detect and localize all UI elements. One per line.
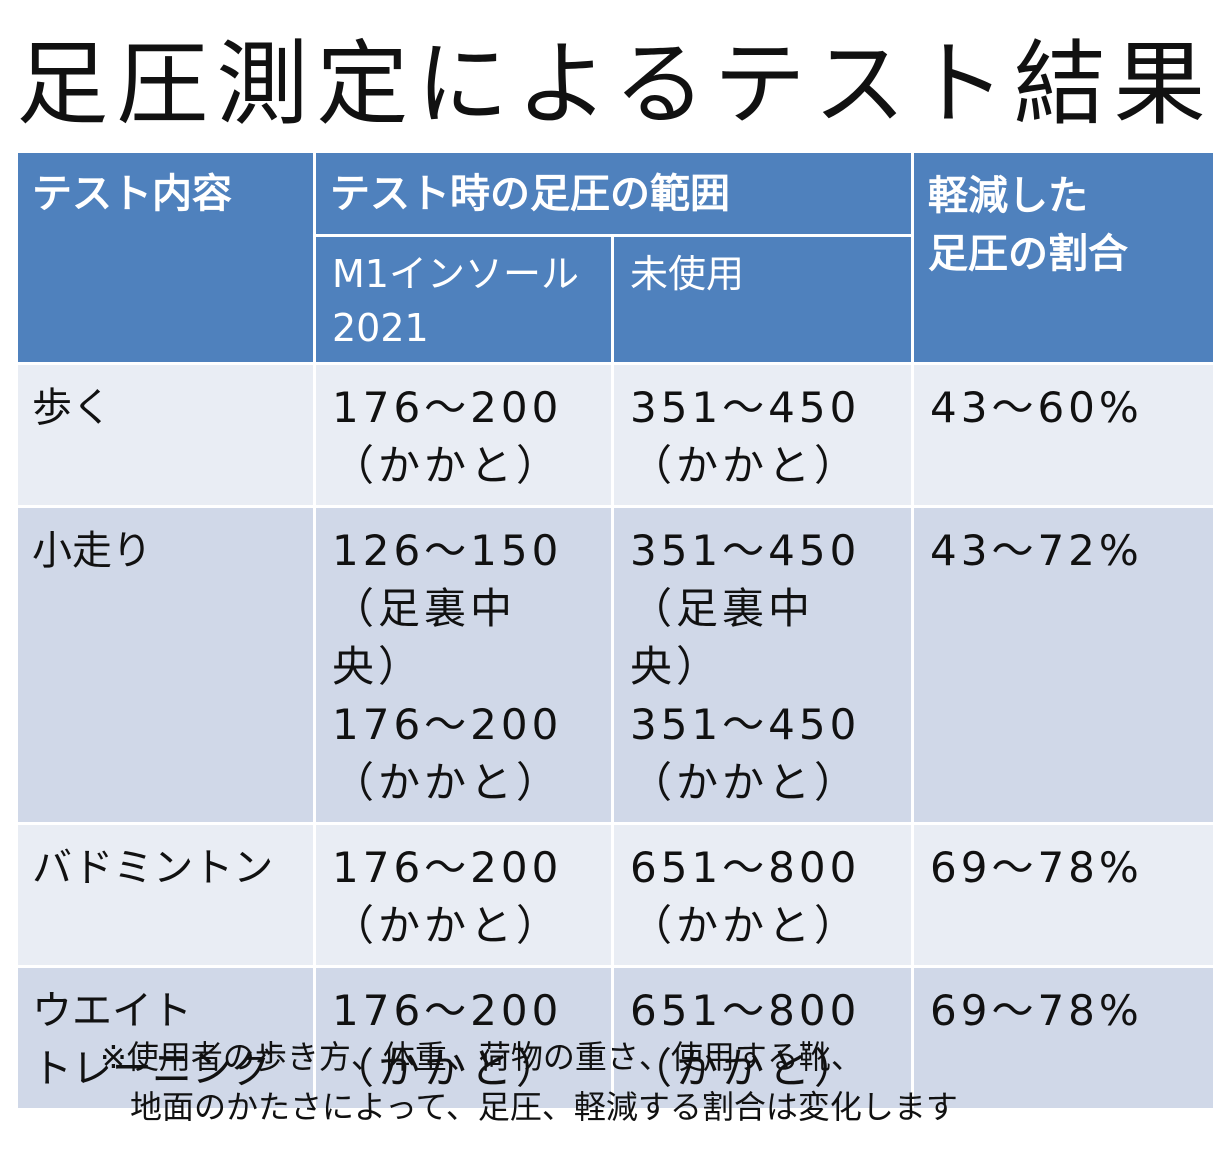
- table-row-badminton: バドミントン 176～200 （かかと） 651～800 （かかと） 69～78…: [15, 822, 1216, 968]
- cell-unused: 651～800 （かかと）: [611, 965, 914, 1111]
- cell-reduction: 43～60%: [911, 362, 1216, 508]
- cell-insole: 176～200 （かかと）: [313, 362, 614, 508]
- header-pressure-range-label: テスト時の足圧の範囲: [330, 171, 730, 217]
- cell-insole: 126～150 （足裏中央） 176～200 （かかと）: [313, 505, 614, 825]
- results-table: テスト内容 テスト時の足圧の範囲 軽減した 足圧の割合 M1インソール 2021…: [15, 150, 1216, 1111]
- header-test-type: テスト内容: [15, 150, 316, 365]
- footnote-line-2: 地面のかたさによって、足圧、軽減する割合は変化します: [130, 1088, 958, 1126]
- header-insole-label: M1インソール 2021: [332, 252, 579, 350]
- cell-test: 小走り: [15, 505, 316, 825]
- cell-insole: 176～200 （かかと）: [313, 965, 614, 1111]
- cell-reduction: 43～72%: [911, 505, 1216, 825]
- header-unused: 未使用: [611, 234, 914, 365]
- footnote-line-1: ※使用者の歩き方、体重、荷物の重さ、使用する靴、: [100, 1038, 863, 1076]
- cell-reduction: 69～78%: [911, 822, 1216, 968]
- header-test-type-label: テスト内容: [32, 171, 232, 217]
- cell-test: ウエイト トレーニング: [15, 965, 316, 1111]
- header-row-top: テスト内容 テスト時の足圧の範囲 軽減した 足圧の割合: [15, 150, 1216, 365]
- cell-test: 歩く: [15, 362, 316, 508]
- cell-test: バドミントン: [15, 822, 316, 968]
- cell-unused: 651～800 （かかと）: [611, 822, 914, 968]
- header-reduction-rate: 軽減した 足圧の割合: [911, 150, 1216, 365]
- header-unused-label: 未使用: [630, 252, 745, 296]
- cell-insole: 176～200 （かかと）: [313, 822, 614, 968]
- table-row-walk: 歩く 176～200 （かかと） 351～450 （かかと） 43～60%: [15, 362, 1216, 508]
- table-row-jog: 小走り 126～150 （足裏中央） 176～200 （かかと） 351～450…: [15, 505, 1216, 825]
- header-insole: M1インソール 2021: [313, 234, 614, 365]
- header-row-sub: M1インソール 2021 未使用: [17, 234, 1215, 365]
- table-row-weight-training: ウエイト トレーニング 176～200 （かかと） 651～800 （かかと） …: [15, 965, 1216, 1111]
- header-reduction-rate-label: 軽減した 足圧の割合: [928, 173, 1128, 277]
- header-pressure-range: テスト時の足圧の範囲: [313, 150, 914, 237]
- cell-unused: 351～450 （足裏中央） 351～450 （かかと）: [611, 505, 914, 825]
- cell-reduction: 69～78%: [911, 965, 1216, 1111]
- footnote: ※使用者の歩き方、体重、荷物の重さ、使用する靴、 地面のかたさによって、足圧、軽…: [100, 1032, 1210, 1132]
- cell-unused: 351～450 （かかと）: [611, 362, 914, 508]
- page-title: 足圧測定によるテスト結果: [16, 31, 1214, 138]
